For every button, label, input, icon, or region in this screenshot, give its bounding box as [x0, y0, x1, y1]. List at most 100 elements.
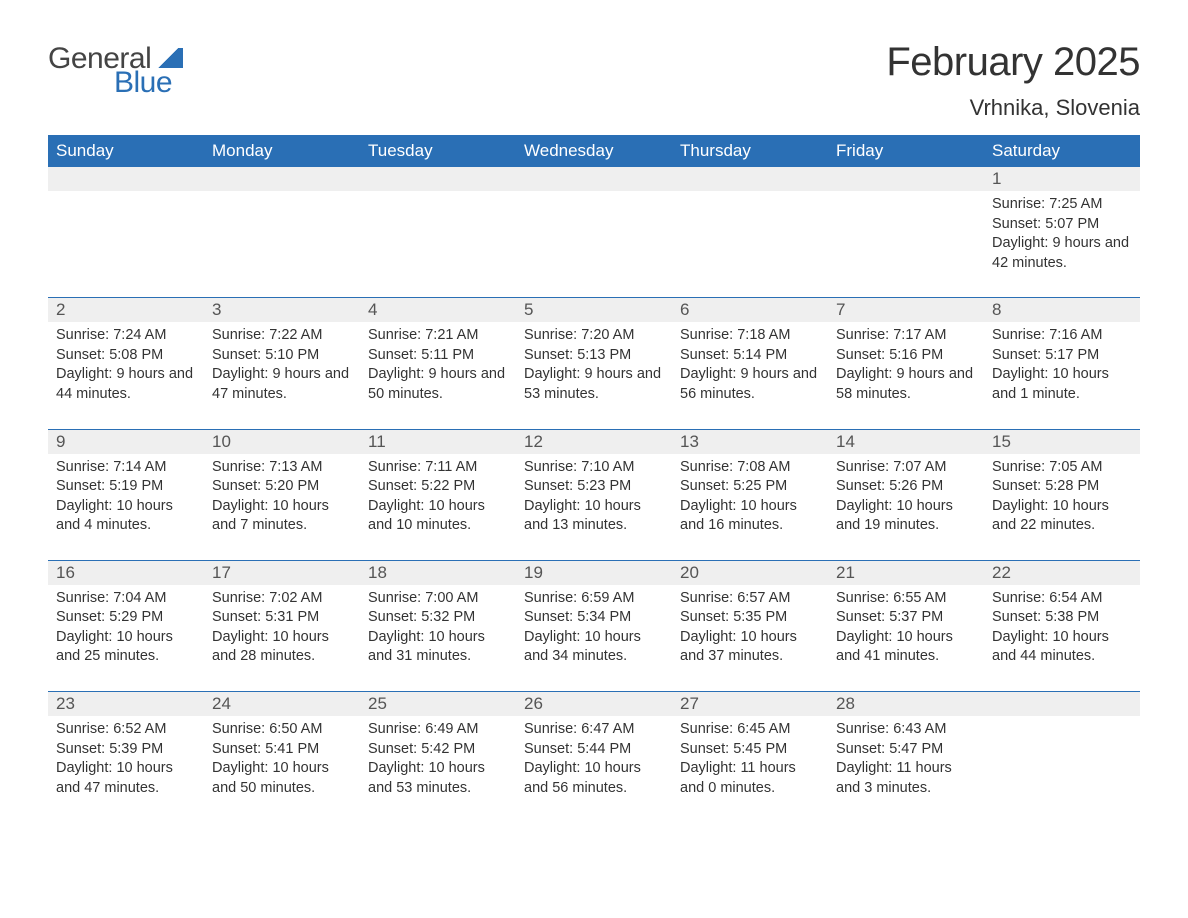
day-cell: Sunrise: 7:07 AMSunset: 5:26 PMDaylight:… — [828, 454, 984, 546]
sunrise-text: Sunrise: 6:59 AM — [524, 589, 664, 609]
day-number: 16 — [48, 561, 204, 585]
sunrise-text: Sunrise: 7:11 AM — [368, 458, 508, 478]
sunrise-text: Sunrise: 7:05 AM — [992, 458, 1132, 478]
sunrise-text: Sunrise: 7:22 AM — [212, 326, 352, 346]
daylight-text: Daylight: 10 hours and 37 minutes. — [680, 628, 820, 667]
day-number — [672, 167, 828, 191]
sunset-text: Sunset: 5:20 PM — [212, 477, 352, 497]
weekday-header: Sunday Monday Tuesday Wednesday Thursday… — [48, 135, 1140, 167]
sunrise-text: Sunrise: 6:54 AM — [992, 589, 1132, 609]
daylight-text: Daylight: 10 hours and 22 minutes. — [992, 497, 1132, 536]
weeks-container: 1Sunrise: 7:25 AMSunset: 5:07 PMDaylight… — [48, 167, 1140, 808]
day-number: 20 — [672, 561, 828, 585]
day-cell: Sunrise: 6:55 AMSunset: 5:37 PMDaylight:… — [828, 585, 984, 677]
day-cell: Sunrise: 6:49 AMSunset: 5:42 PMDaylight:… — [360, 716, 516, 808]
day-number: 8 — [984, 298, 1140, 322]
daynum-row: 16171819202122 — [48, 561, 1140, 585]
day-cell: Sunrise: 7:20 AMSunset: 5:13 PMDaylight:… — [516, 322, 672, 414]
weekday-label: Monday — [204, 135, 360, 167]
day-number: 22 — [984, 561, 1140, 585]
sunrise-text: Sunrise: 6:57 AM — [680, 589, 820, 609]
sunset-text: Sunset: 5:42 PM — [368, 740, 508, 760]
calendar-week: 9101112131415Sunrise: 7:14 AMSunset: 5:1… — [48, 429, 1140, 546]
day-number: 25 — [360, 692, 516, 716]
day-number: 3 — [204, 298, 360, 322]
day-cell — [516, 191, 672, 283]
sunrise-text: Sunrise: 7:00 AM — [368, 589, 508, 609]
day-cell: Sunrise: 6:59 AMSunset: 5:34 PMDaylight:… — [516, 585, 672, 677]
daylight-text: Daylight: 10 hours and 47 minutes. — [56, 759, 196, 798]
sunrise-text: Sunrise: 7:20 AM — [524, 326, 664, 346]
daylight-text: Daylight: 10 hours and 19 minutes. — [836, 497, 976, 536]
sunset-text: Sunset: 5:28 PM — [992, 477, 1132, 497]
day-cell: Sunrise: 7:02 AMSunset: 5:31 PMDaylight:… — [204, 585, 360, 677]
day-number: 4 — [360, 298, 516, 322]
sunset-text: Sunset: 5:25 PM — [680, 477, 820, 497]
day-cell: Sunrise: 6:54 AMSunset: 5:38 PMDaylight:… — [984, 585, 1140, 677]
day-cell: Sunrise: 7:22 AMSunset: 5:10 PMDaylight:… — [204, 322, 360, 414]
day-number — [204, 167, 360, 191]
sunrise-text: Sunrise: 7:24 AM — [56, 326, 196, 346]
day-number: 26 — [516, 692, 672, 716]
sunrise-text: Sunrise: 7:10 AM — [524, 458, 664, 478]
calendar-week: 1Sunrise: 7:25 AMSunset: 5:07 PMDaylight… — [48, 167, 1140, 283]
sunset-text: Sunset: 5:38 PM — [992, 608, 1132, 628]
day-number — [516, 167, 672, 191]
calendar-week: 16171819202122Sunrise: 7:04 AMSunset: 5:… — [48, 560, 1140, 677]
calendar-week: 2345678 Sunrise: 7:24 AMSunset: 5:08 PM Da… — [48, 297, 1140, 414]
sunset-text: Sunset: 5:47 PM — [836, 740, 976, 760]
daybody-row: Sunrise: 7:04 AMSunset: 5:29 PMDaylight:… — [48, 585, 1140, 677]
location: Vrhnika, Slovenia — [886, 95, 1140, 121]
daylight-text: Daylight: 10 hours and 41 minutes. — [836, 628, 976, 667]
daylight-text: Daylight: 10 hours and 34 minutes. — [524, 628, 664, 667]
daylight-text: Daylight: 11 hours and 0 minutes. — [680, 759, 820, 798]
daylight-text: Daylight: 10 hours and 10 minutes. — [368, 497, 508, 536]
daynum-row: 2345678 — [48, 298, 1140, 322]
daynum-row: 1 — [48, 167, 1140, 191]
day-number — [984, 692, 1140, 716]
day-cell: Sunrise: 7:18 AMSunset: 5:14 PMDaylight:… — [672, 322, 828, 414]
sunset-text: Sunset: 5:26 PM — [836, 477, 976, 497]
day-cell: Sunrise: 7:25 AMSunset: 5:07 PMDaylight:… — [984, 191, 1140, 283]
sunset-text: Sunset: 5:19 PM — [56, 477, 196, 497]
daylight-text: Daylight: 10 hours and 53 minutes. — [368, 759, 508, 798]
month-title: February 2025 — [886, 40, 1140, 85]
sunset-text: Sunset: 5:32 PM — [368, 608, 508, 628]
daybody-row: Sunrise: 7:25 AMSunset: 5:07 PMDaylight:… — [48, 191, 1140, 283]
daybody-row: Sunrise: 7:14 AMSunset: 5:19 PM Daylight:… — [48, 454, 1140, 546]
day-number: 15 — [984, 430, 1140, 454]
sunrise-text: Sunrise: 6:47 AM — [524, 720, 664, 740]
sunrise-text: Sunrise: 6:49 AM — [368, 720, 508, 740]
title-block: February 2025 Vrhnika, Slovenia — [886, 40, 1140, 121]
day-cell: Sunrise: 7:05 AMSunset: 5:28 PMDaylight:… — [984, 454, 1140, 546]
day-number: 19 — [516, 561, 672, 585]
daylight-text: Daylight: 10 hours and 25 minutes. — [56, 628, 196, 667]
day-number: 1 — [984, 167, 1140, 191]
day-number: 13 — [672, 430, 828, 454]
day-cell: Sunrise: 7:17 AMSunset: 5:16 PMDaylight:… — [828, 322, 984, 414]
day-cell: Sunrise: 7:08 AMSunset: 5:25 PMDaylight:… — [672, 454, 828, 546]
sunrise-text: Sunrise: 7:02 AM — [212, 589, 352, 609]
daylight-text: Daylight: 10 hours and 31 minutes. — [368, 628, 508, 667]
daylight-text: Daylight: 9 hours and 53 minutes. — [524, 365, 664, 404]
daynum-row: 232425262728 — [48, 692, 1140, 716]
header: General Blue February 2025 Vrhnika, Slov… — [48, 40, 1140, 121]
daynum-row: 9101112131415 — [48, 430, 1140, 454]
day-number — [360, 167, 516, 191]
day-cell: Sunrise: 7:16 AMSunset: 5:17 PMDaylight:… — [984, 322, 1140, 414]
daybody-row: Sunrise: 7:24 AMSunset: 5:08 PM Daylight:… — [48, 322, 1140, 414]
weekday-label: Tuesday — [360, 135, 516, 167]
weekday-label: Wednesday — [516, 135, 672, 167]
daylight-text: Daylight: 10 hours and 16 minutes. — [680, 497, 820, 536]
daylight-text: Daylight: 9 hours and 47 minutes. — [212, 365, 352, 404]
sunrise-text: Sunrise: 7:21 AM — [368, 326, 508, 346]
sunset-text: Sunset: 5:22 PM — [368, 477, 508, 497]
sunset-text: Sunset: 5:11 PM — [368, 346, 508, 366]
sunset-text: Sunset: 5:08 PM — [56, 346, 196, 366]
day-cell: Sunrise: 6:47 AMSunset: 5:44 PMDaylight:… — [516, 716, 672, 808]
day-number: 5 — [516, 298, 672, 322]
sunrise-text: Sunrise: 7:08 AM — [680, 458, 820, 478]
day-number: 18 — [360, 561, 516, 585]
sunrise-text: Sunrise: 7:14 AM — [56, 458, 196, 478]
day-cell — [48, 191, 204, 283]
